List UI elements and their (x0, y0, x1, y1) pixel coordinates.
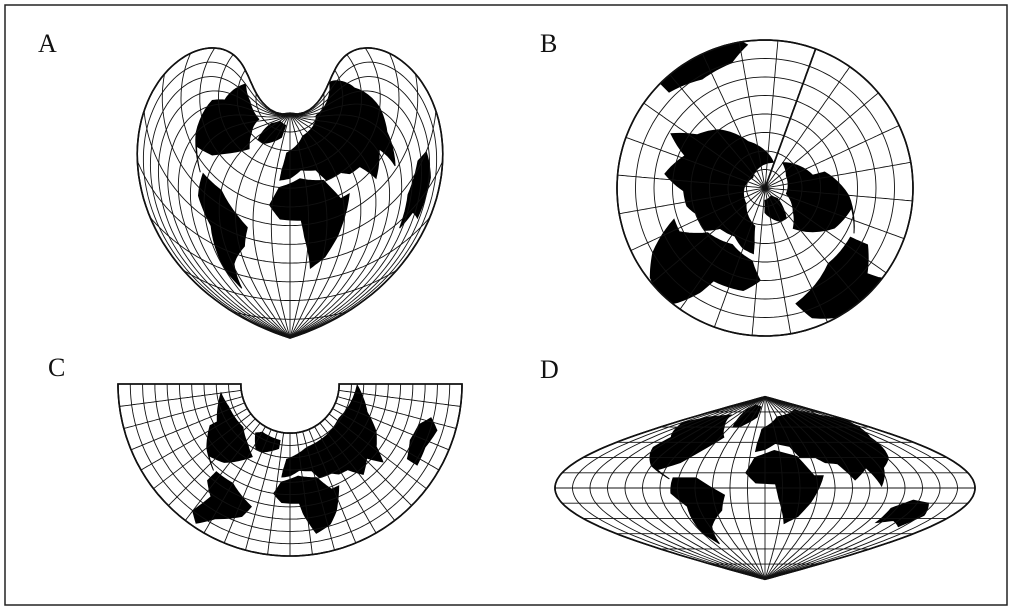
panel-label: A (38, 29, 57, 58)
panel-label: B (540, 29, 557, 58)
figure: A B C D (0, 0, 1013, 611)
panel-label: D (540, 355, 559, 384)
map-panel (617, 40, 913, 336)
panel-label: C (48, 353, 65, 382)
